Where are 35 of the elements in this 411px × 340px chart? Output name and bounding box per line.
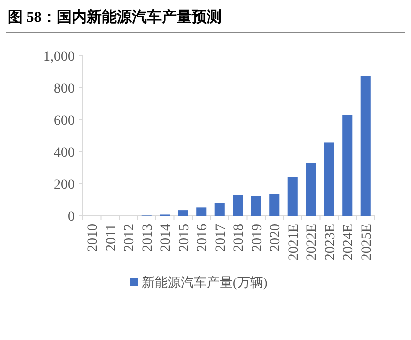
bar: [270, 194, 280, 216]
x-tick-label: 2015: [177, 224, 192, 252]
bar: [178, 210, 188, 216]
x-tick-label: 2011: [104, 224, 120, 252]
bar: [360, 76, 371, 216]
x-tick-label: 2013: [140, 224, 156, 252]
x-tick-label: 2017: [214, 224, 229, 252]
bar: [288, 177, 298, 216]
bar: [196, 208, 207, 216]
bar: [233, 195, 244, 216]
bar: [251, 196, 262, 216]
y-tick-label: 0: [68, 210, 75, 225]
bar: [306, 163, 316, 216]
x-tick-label: 2016: [196, 224, 211, 252]
y-tick-label: 400: [54, 146, 75, 161]
x-tick-label: 2022E: [305, 224, 320, 261]
x-tick-label: 2021E: [286, 224, 302, 261]
y-tick-label: 800: [54, 82, 75, 97]
legend-label: 新能源汽车产量(万辆): [142, 275, 268, 290]
x-tick-label: 2023E: [323, 224, 338, 261]
x-tick-label: 2014: [159, 224, 174, 252]
x-tick-label: 2025E: [360, 224, 375, 261]
bar: [342, 115, 353, 216]
chart-title: 图 58：国内新能源汽车产量预测: [8, 8, 222, 26]
x-tick-label: 2012: [122, 224, 138, 252]
x-tick-label: 2018: [232, 224, 248, 252]
x-tick-label: 2020: [268, 224, 284, 252]
x-tick-label: 2024E: [342, 224, 357, 261]
bar: [324, 142, 334, 216]
y-tick-label: 200: [54, 178, 75, 193]
x-tick-label: 2019: [250, 224, 266, 252]
y-tick-label: 600: [54, 114, 75, 129]
x-tick-label: 2010: [86, 224, 102, 252]
bar: [214, 203, 225, 216]
y-tick-label: 1,000: [44, 50, 75, 65]
